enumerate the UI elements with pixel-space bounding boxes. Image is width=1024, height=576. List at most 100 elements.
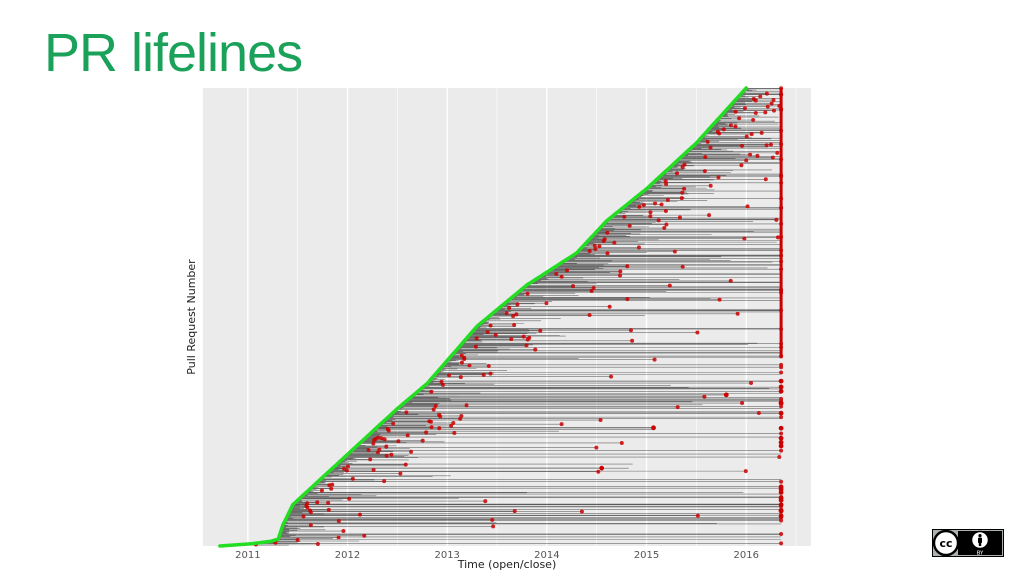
close-point xyxy=(778,439,784,445)
close-point xyxy=(716,175,721,180)
close-point xyxy=(695,330,700,335)
close-point xyxy=(527,335,532,340)
close-point xyxy=(336,535,341,540)
close-point xyxy=(597,244,602,249)
close-point xyxy=(774,217,779,222)
close-point xyxy=(382,479,387,484)
close-point xyxy=(648,210,653,215)
close-point xyxy=(609,374,614,379)
close-point xyxy=(376,435,381,440)
close-point xyxy=(345,464,350,469)
close-point xyxy=(758,94,763,99)
close-point xyxy=(437,426,442,431)
close-point xyxy=(664,222,669,227)
close-point xyxy=(467,363,472,368)
close-point xyxy=(342,466,347,471)
close-point xyxy=(778,410,784,416)
close-point xyxy=(663,209,668,214)
close-point xyxy=(764,143,769,148)
close-point xyxy=(427,419,432,424)
close-point xyxy=(636,245,641,250)
close-point xyxy=(485,329,490,334)
close-point xyxy=(473,344,478,349)
close-point xyxy=(521,334,526,339)
close-point xyxy=(459,360,464,365)
close-point xyxy=(619,440,624,445)
close-point xyxy=(705,139,710,144)
close-point xyxy=(779,370,784,375)
close-point xyxy=(778,502,784,508)
close-point xyxy=(682,186,687,191)
close-point xyxy=(656,218,661,223)
close-point xyxy=(326,507,331,512)
close-point xyxy=(628,328,633,333)
close-point xyxy=(756,411,761,416)
close-point xyxy=(464,403,469,408)
x-axis-label: Time (open/close) xyxy=(457,558,557,571)
close-point xyxy=(341,529,346,534)
slide-title: PR lifelines xyxy=(44,23,303,83)
close-point xyxy=(488,371,493,376)
close-point xyxy=(679,196,684,201)
close-point xyxy=(305,501,310,506)
close-point xyxy=(598,418,603,423)
close-point xyxy=(779,448,784,453)
close-point xyxy=(483,499,488,504)
close-point xyxy=(779,531,784,536)
close-point xyxy=(371,441,376,446)
close-point xyxy=(749,381,754,386)
close-point xyxy=(490,517,495,522)
close-point xyxy=(618,269,623,274)
cc-icon: cc xyxy=(932,529,960,557)
close-point xyxy=(768,142,773,147)
x-tick-label: 2011 xyxy=(235,550,260,561)
close-point xyxy=(733,124,738,129)
close-point xyxy=(652,357,657,362)
by-label: BY xyxy=(977,551,984,557)
close-point xyxy=(514,312,519,317)
close-point xyxy=(680,190,685,195)
close-point xyxy=(437,412,442,417)
close-point xyxy=(491,524,496,529)
x-tick-label: 2014 xyxy=(534,550,559,561)
x-tick-label: 2012 xyxy=(335,550,360,561)
close-point xyxy=(420,438,425,443)
close-point xyxy=(665,197,670,202)
close-point xyxy=(596,469,601,474)
close-point xyxy=(559,274,564,279)
close-point xyxy=(459,413,464,418)
close-point xyxy=(703,154,708,159)
close-point xyxy=(587,312,592,317)
close-point xyxy=(486,364,491,369)
close-point xyxy=(737,116,742,121)
close-point xyxy=(651,425,656,431)
close-point xyxy=(778,400,784,406)
close-point xyxy=(559,422,564,427)
close-point xyxy=(733,109,738,114)
close-point xyxy=(771,98,776,103)
close-point xyxy=(533,347,538,352)
close-point xyxy=(515,302,520,307)
close-point xyxy=(779,404,784,409)
close-point xyxy=(384,453,389,458)
close-point xyxy=(630,338,635,343)
close-point xyxy=(744,134,749,139)
close-point xyxy=(702,169,707,174)
open-curve-layer xyxy=(218,86,748,548)
close-point xyxy=(743,469,748,474)
close-point xyxy=(571,284,576,289)
close-point xyxy=(618,273,623,278)
close-point xyxy=(664,182,669,187)
close-point xyxy=(753,110,758,115)
close-point xyxy=(735,311,740,316)
close-point xyxy=(707,213,712,218)
close-point xyxy=(740,401,745,406)
close-point xyxy=(336,519,341,524)
close-point xyxy=(504,311,509,316)
close-point xyxy=(662,226,667,231)
close-point xyxy=(391,421,396,426)
close-point xyxy=(763,110,768,115)
close-point xyxy=(424,430,429,435)
close-point xyxy=(377,447,382,452)
